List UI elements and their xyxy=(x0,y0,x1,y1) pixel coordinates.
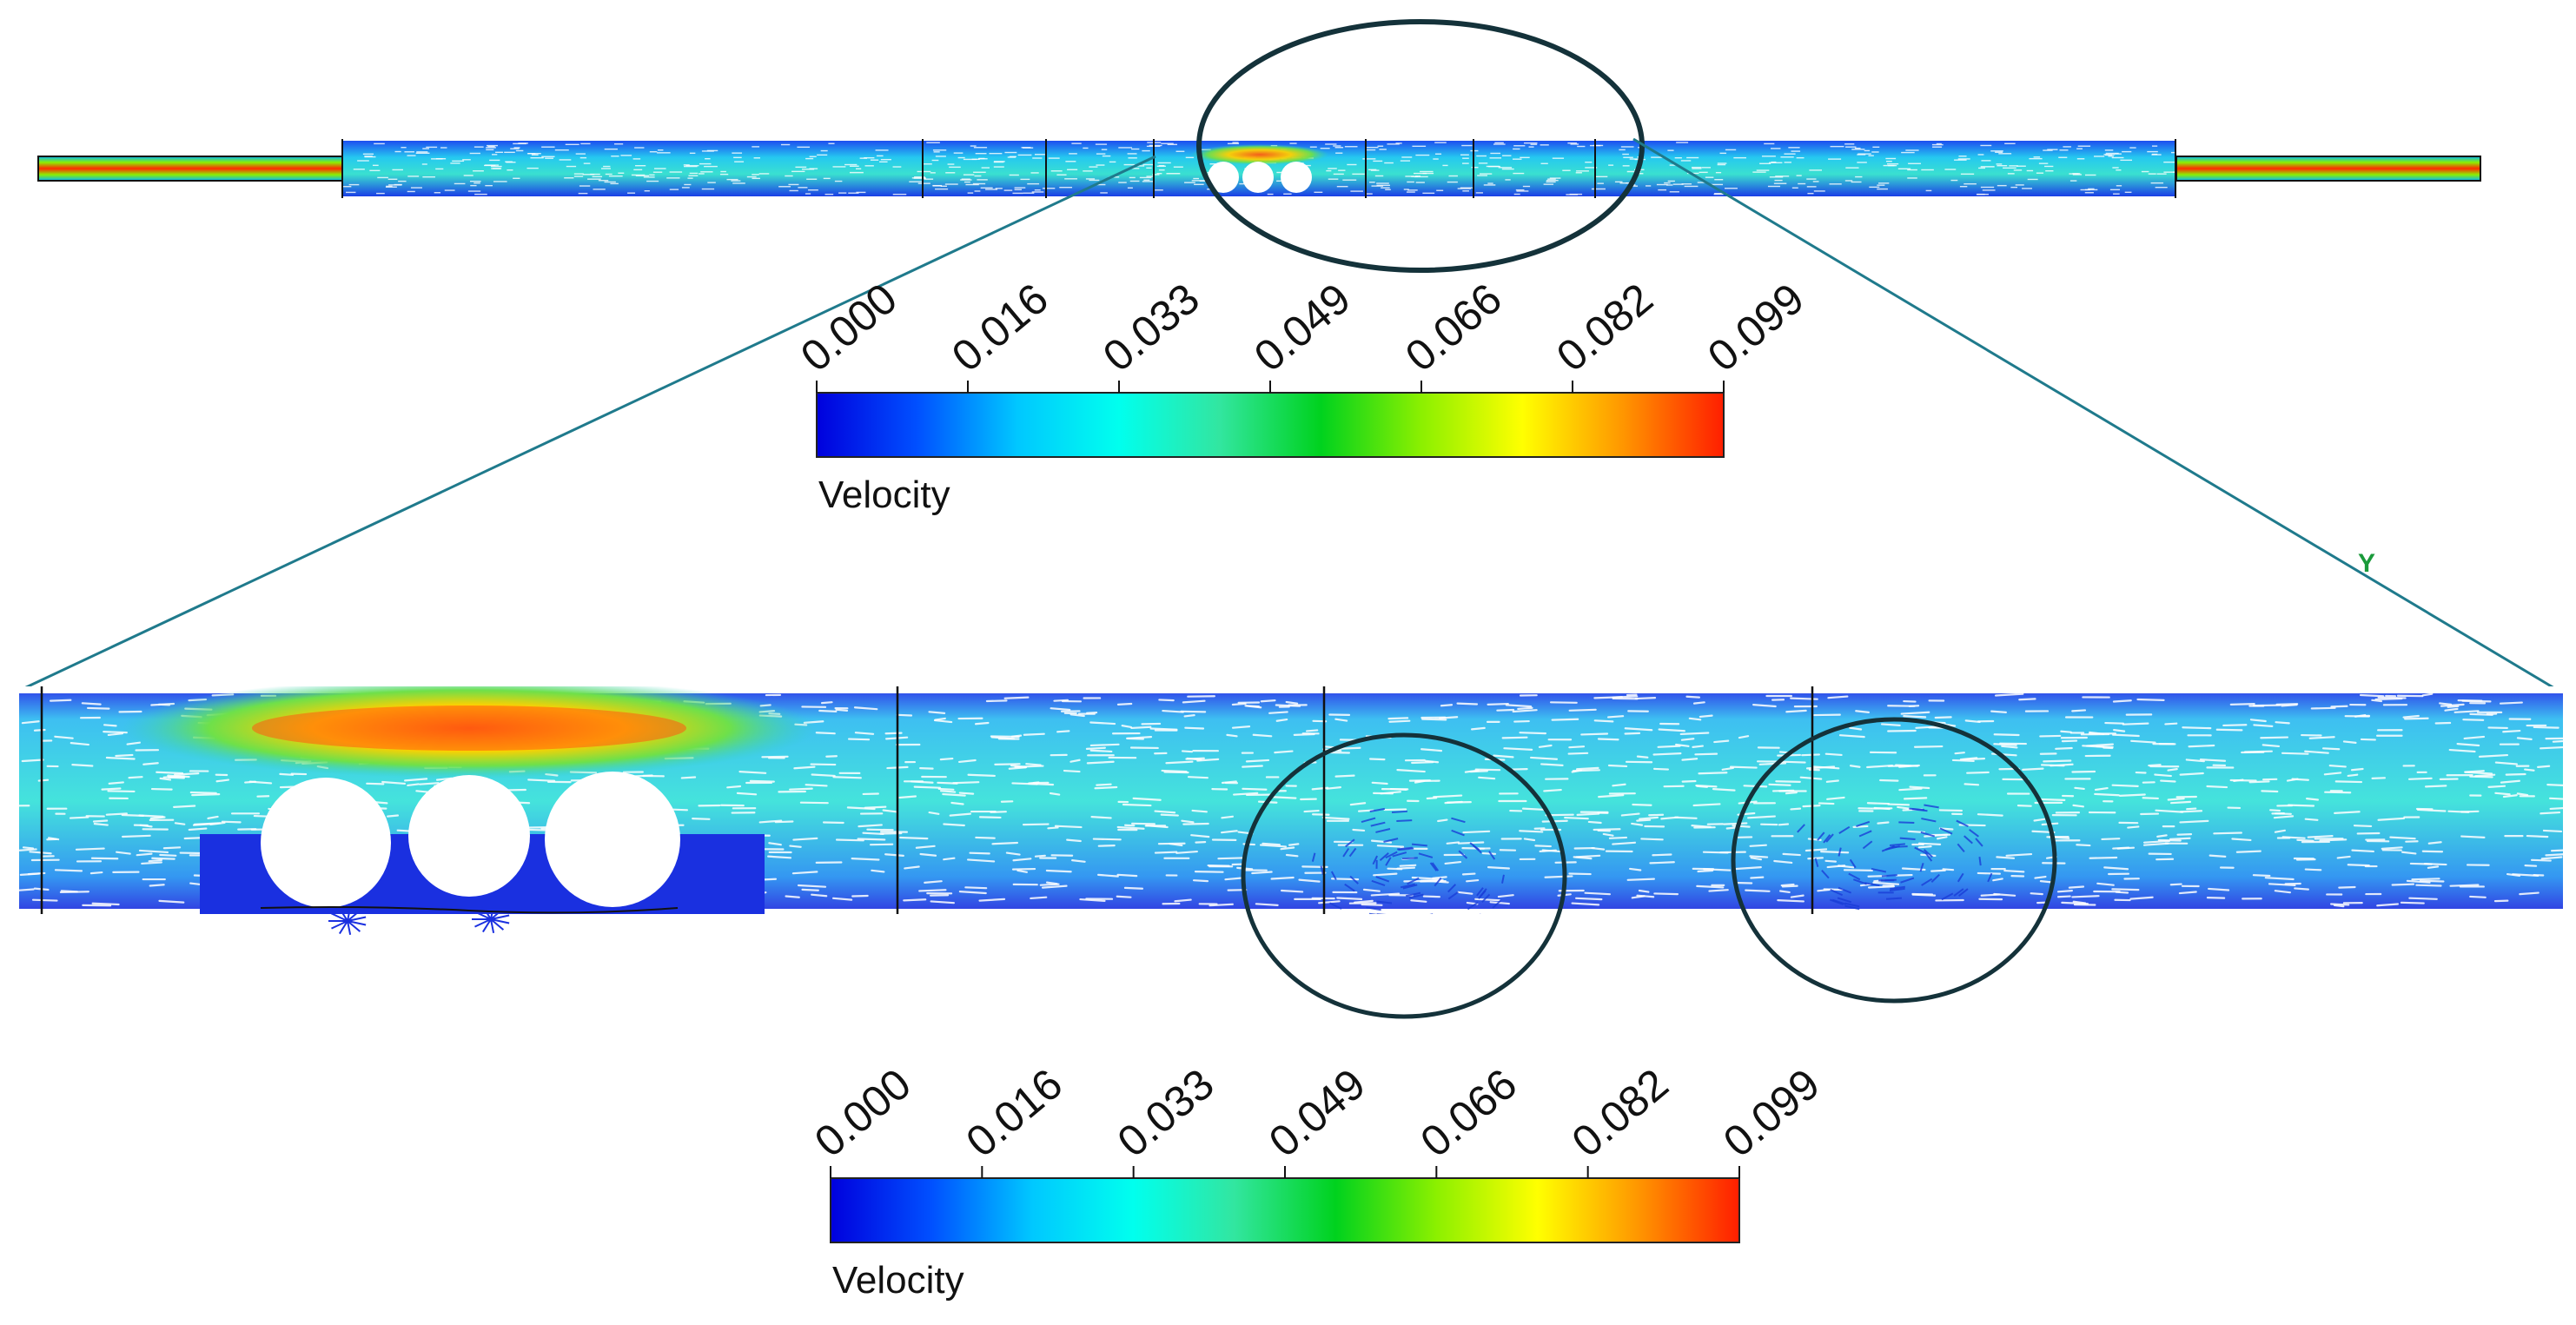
colorbar-bottom: 0.000 0.016 0.033 0.049 0.066 0.082 0.099 Velo… xyxy=(805,1059,1829,1302)
colorbar-top-tick-label: 0.000 xyxy=(791,274,906,381)
colorbar-top-tick-label: 0.016 xyxy=(943,274,1057,381)
colorbar-bottom-tick-label: 0.016 xyxy=(957,1059,1071,1166)
overview-main-channel xyxy=(341,139,2176,198)
colorbar-bottom-title: Velocity xyxy=(832,1259,964,1302)
colorbar-top: 0.000 0.016 0.033 0.049 0.066 0.082 0.099 Velo… xyxy=(791,274,1813,516)
inlet-pipe xyxy=(37,156,343,182)
colorbar-bottom-tick-label: 0.082 xyxy=(1563,1059,1678,1166)
colorbar-top-tick-label: 0.082 xyxy=(1547,274,1662,381)
colorbar-top-title: Velocity xyxy=(818,474,950,516)
outlet-pipe xyxy=(2175,156,2481,182)
colorbar-top-tick-label: 0.049 xyxy=(1245,274,1360,381)
detail-channel xyxy=(19,686,2563,936)
overview-channel xyxy=(37,139,2481,198)
colorbar-top-tick-label: 0.033 xyxy=(1094,274,1209,381)
zoom-region-ellipse xyxy=(1196,19,1645,273)
colorbar-bottom-gradient xyxy=(830,1177,1740,1243)
colorbar-bottom-tick-label: 0.099 xyxy=(1714,1059,1829,1166)
colorbar-bottom-tick-label: 0.000 xyxy=(805,1059,920,1166)
obstacle-2 xyxy=(408,775,530,897)
overview-obstacle-1 xyxy=(1208,162,1239,193)
colorbar-top-tick-label: 0.066 xyxy=(1396,274,1511,381)
obstacle-3 xyxy=(545,772,680,907)
colorbar-top-gradient xyxy=(816,392,1725,458)
colorbar-bottom-tick-label: 0.049 xyxy=(1260,1059,1374,1166)
axis-y-label: Y xyxy=(2358,549,2375,578)
colorbar-top-tick-label: 0.099 xyxy=(1699,274,1813,381)
overview-obstacle-3 xyxy=(1281,162,1312,193)
colorbar-bottom-tick-label: 0.033 xyxy=(1109,1059,1223,1166)
zoom-callout xyxy=(23,19,2555,690)
leader-line-right xyxy=(1632,137,2555,690)
vortex-highlights xyxy=(1241,717,2057,1019)
colorbar-bottom-tick-label: 0.066 xyxy=(1411,1059,1526,1166)
leader-line-left xyxy=(23,155,1156,690)
overview-obstacle-2 xyxy=(1242,162,1274,193)
vortex-circle-2 xyxy=(1731,717,2057,1004)
vortex-circle-1 xyxy=(1241,732,1567,1019)
obstacle-1 xyxy=(261,778,391,908)
